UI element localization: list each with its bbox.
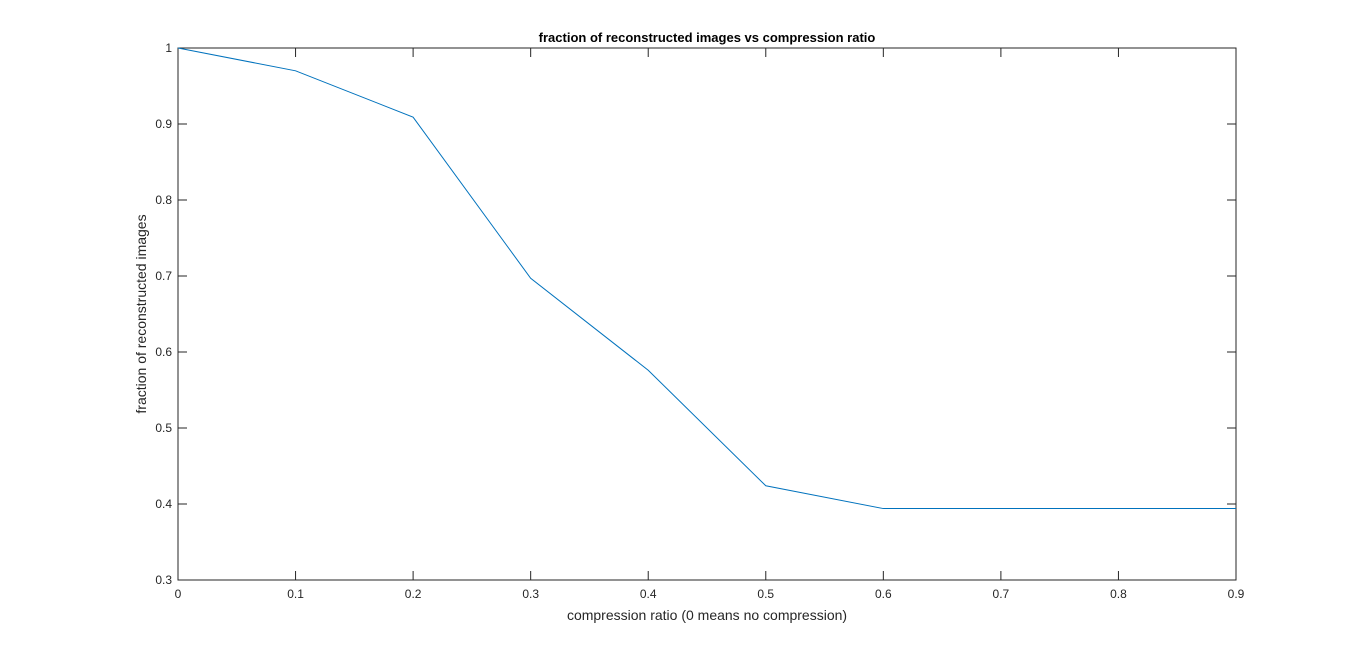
- x-tick-label: 0.3: [522, 587, 539, 601]
- y-tick-label: 0.8: [155, 193, 172, 207]
- axis-ticks: [177, 47, 1237, 581]
- chart-title: fraction of reconstructed images vs comp…: [539, 30, 876, 45]
- series-line: [177, 47, 1236, 510]
- y-tick-label: 0.7: [155, 269, 172, 283]
- y-axis-label: fraction of reconstructed images: [133, 214, 149, 413]
- y-tick-label: 1: [165, 41, 172, 55]
- y-tick-label: 0.9: [155, 117, 172, 131]
- x-tick-label: 0.4: [640, 587, 657, 601]
- x-tick-label: 0.6: [875, 587, 892, 601]
- x-tick-label: 0.1: [287, 587, 304, 601]
- y-tick-label: 0.4: [155, 497, 172, 511]
- x-tick-label: 0.7: [993, 587, 1010, 601]
- x-tick-label: 0.5: [757, 587, 774, 601]
- x-tick-label: 0.9: [1228, 587, 1245, 601]
- x-tick-label: 0.2: [405, 587, 422, 601]
- y-tick-label: 0.3: [155, 573, 172, 587]
- axis-tick-labels: 0 0.1 0.2 0.3 0.4 0.5 0.6 0.7 0.8 0.9 0.3 0.4 0.5 0.6…: [155, 41, 1244, 601]
- y-tick-label: 0.6: [155, 345, 172, 359]
- x-tick-label: 0.8: [1110, 587, 1127, 601]
- plot-area: [177, 47, 1237, 581]
- x-axis-label: compression ratio (0 means no compressio…: [567, 607, 847, 623]
- x-tick-label: 0: [175, 587, 182, 601]
- y-tick-label: 0.5: [155, 421, 172, 435]
